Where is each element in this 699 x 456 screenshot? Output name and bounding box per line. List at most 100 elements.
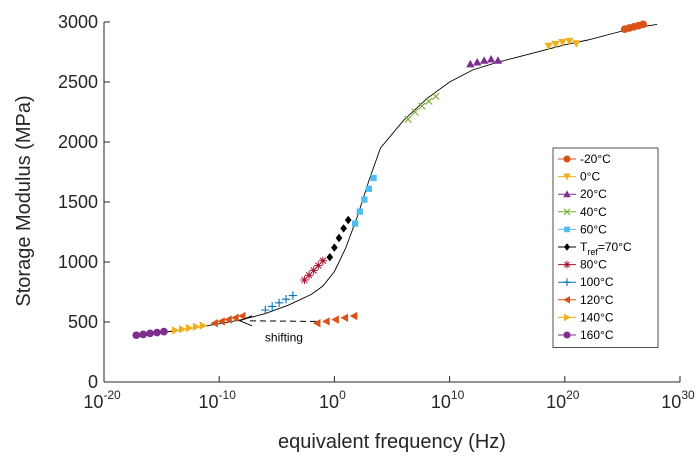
data-point	[473, 58, 482, 66]
y-tick-label: 1500	[58, 192, 98, 212]
data-point	[466, 59, 475, 68]
data-point	[404, 115, 412, 123]
data-point	[411, 108, 419, 116]
data-point	[425, 97, 433, 105]
data-point	[340, 224, 347, 233]
data-point	[172, 326, 180, 335]
legend-marker	[563, 208, 571, 216]
data-point	[544, 42, 553, 51]
data-point	[192, 322, 201, 331]
data-point	[312, 319, 321, 328]
data-point	[331, 243, 338, 252]
legend-label: 100°C	[580, 275, 614, 289]
legend-entry: 40°C	[558, 205, 607, 219]
data-point	[361, 196, 368, 203]
data-point	[146, 329, 154, 338]
data-point	[486, 55, 496, 63]
x-tick-label: 10-20	[83, 388, 121, 412]
series-20°C	[466, 55, 503, 68]
data-point	[267, 302, 277, 311]
data-point	[572, 40, 581, 48]
legend-entry: 100°C	[558, 275, 614, 289]
data-point	[217, 317, 225, 326]
data-point	[231, 313, 239, 322]
y-tick-label: 3000	[58, 12, 98, 32]
x-axis-label: equivalent frequency (Hz)	[278, 431, 506, 453]
data-point	[479, 56, 489, 64]
master-curve-line	[138, 23, 658, 338]
legend-label: 20°C	[580, 187, 607, 201]
x-tick-label: 100	[319, 388, 346, 412]
legend-marker	[563, 260, 571, 269]
legend-entry: 120°C	[558, 293, 614, 307]
legend-marker	[563, 296, 571, 304]
data-point	[261, 305, 270, 315]
legend-label: 120°C	[580, 293, 614, 307]
y-tick-label: 0	[88, 372, 98, 392]
shifting-arrow-head	[238, 315, 253, 327]
legend-marker	[563, 278, 571, 286]
legend: -20°C 0°C 20°C 40°C 60°C Tref=70°C80°C 100°C 12…	[552, 147, 659, 349]
legend-entry: 60°C	[558, 222, 607, 236]
data-point	[551, 40, 560, 49]
data-point	[139, 330, 148, 339]
legend-marker	[564, 226, 570, 233]
series-140°C	[172, 321, 208, 335]
legend-marker	[563, 243, 571, 251]
shifting-label: shifting	[265, 330, 303, 344]
data-markers	[132, 20, 647, 340]
data-point	[309, 266, 318, 275]
x-axis-ticks: 10-20 10-10 100 1010 1020 1030	[83, 376, 695, 412]
legend-entry: Tref=70°C	[558, 240, 632, 257]
y-axis-label: Storage Modulus (MPa)	[13, 95, 35, 306]
legend-label: -20°C	[580, 152, 611, 166]
y-tick-label: 500	[68, 312, 98, 332]
series-80°C	[300, 256, 328, 285]
data-point	[558, 39, 567, 47]
shifting-arrow-line	[245, 320, 316, 322]
legend-marker	[563, 331, 571, 339]
legend-marker	[563, 190, 571, 198]
data-point	[370, 174, 377, 182]
data-point	[153, 328, 161, 337]
data-point	[335, 233, 343, 243]
data-point	[326, 253, 334, 262]
data-point	[300, 275, 309, 285]
data-point	[238, 311, 246, 321]
data-point	[349, 311, 358, 321]
data-point	[344, 215, 352, 225]
legend-entry: 140°C	[558, 310, 614, 324]
series-60°C	[351, 174, 377, 227]
y-tick-label: 1000	[58, 252, 98, 272]
legend-entry: 20°C	[558, 187, 607, 201]
legend-label: Tref=70°C	[580, 240, 632, 257]
series-40°C	[404, 92, 440, 123]
legend-label: 0°C	[580, 170, 600, 184]
series--20°C	[620, 20, 647, 34]
series-160°C	[132, 327, 168, 340]
data-point	[132, 331, 141, 340]
legend-marker	[563, 173, 571, 181]
data-point	[304, 271, 314, 280]
y-tick-label: 2500	[58, 72, 98, 92]
data-point	[432, 92, 440, 101]
data-point	[322, 317, 330, 326]
data-point	[639, 20, 647, 29]
shifting-annotation: shifting	[238, 315, 316, 344]
data-point	[318, 256, 328, 265]
data-point	[356, 208, 363, 215]
series-0°C	[544, 37, 581, 51]
legend-marker	[563, 313, 571, 322]
legend-entry: 160°C	[558, 328, 614, 342]
data-point	[331, 315, 339, 324]
data-point	[224, 315, 232, 324]
legend-label: 160°C	[580, 328, 614, 342]
series-T_ref=70°C	[326, 215, 352, 262]
data-point	[418, 102, 426, 110]
legend-entry: 0°C	[558, 170, 600, 184]
x-tick-label: 1020	[546, 388, 580, 412]
data-point	[178, 325, 187, 334]
master-curve	[138, 23, 658, 338]
data-point	[274, 298, 284, 307]
